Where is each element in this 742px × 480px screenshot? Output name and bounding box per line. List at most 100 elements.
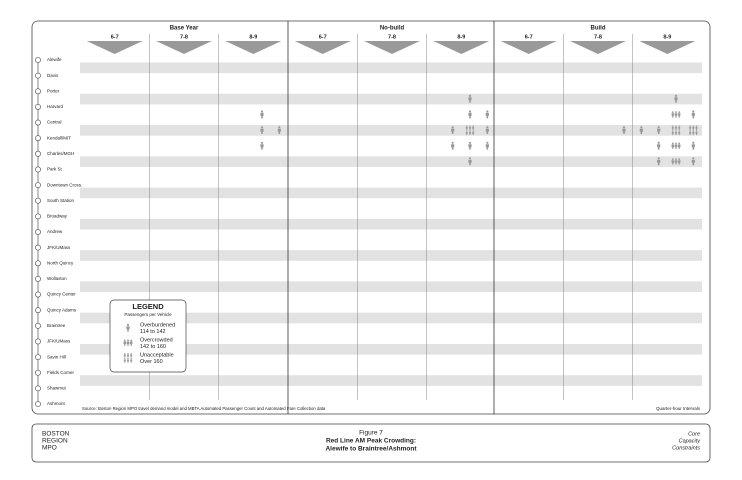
row-band: [80, 187, 702, 199]
station-dot: [35, 401, 41, 407]
figure-title: Red Line AM Peak Crowding:: [326, 438, 416, 445]
person-body: [472, 126, 475, 131]
station-label: Wollaston: [47, 276, 67, 281]
org-name: REGION: [42, 438, 68, 445]
person-head: [127, 339, 129, 342]
person-head: [486, 141, 489, 144]
crowding-icon: [485, 126, 489, 134]
hour-arrow: [500, 41, 557, 54]
legend-icon: [123, 353, 133, 363]
person-head: [469, 125, 471, 127]
figure-tag: Core: [688, 431, 700, 437]
person-body: [277, 128, 281, 134]
person-body: [485, 128, 489, 134]
person-head: [124, 353, 126, 355]
person-body: [123, 354, 126, 358]
person-head: [692, 130, 694, 132]
figure-tag: Capacity: [679, 438, 702, 444]
person-head: [466, 125, 468, 127]
station-label: Shawmut: [47, 386, 67, 391]
person-body: [465, 131, 468, 136]
person-body: [469, 131, 471, 136]
legend-box: [109, 299, 187, 373]
station-dot: [35, 229, 41, 235]
person-head: [675, 142, 677, 145]
station-label: Porter: [47, 88, 60, 93]
station-dot: [35, 166, 41, 173]
person-head: [451, 141, 454, 144]
person-body: [468, 144, 472, 150]
station-label: Braintree: [47, 323, 66, 328]
person-head: [124, 358, 126, 360]
person-body: [674, 113, 678, 118]
station-dot: [35, 276, 41, 282]
station-dot: [35, 88, 41, 95]
layer: Base Year 6-7 7-8 8-9 No-build 6-7 7-8 8-9 Build…: [35, 21, 702, 453]
crowding-icon: [468, 157, 472, 166]
crowding-icon: [657, 157, 661, 166]
person-body: [692, 131, 695, 136]
hour-label: 6-7: [525, 34, 533, 40]
station-dot: [35, 260, 41, 267]
person-body: [657, 144, 661, 150]
crowding-icon: [657, 126, 661, 134]
person-head: [657, 157, 660, 160]
person-body: [130, 359, 133, 363]
hour-label: 6-7: [111, 34, 119, 40]
crowding-icon: [671, 142, 681, 149]
crowding-icon: [468, 110, 472, 119]
person-head: [123, 339, 126, 342]
station-dot: [35, 369, 41, 376]
hour-label: 7-8: [594, 34, 602, 40]
row-band: [80, 218, 702, 230]
station-dot: [35, 385, 41, 392]
interval-note: Quarter-hour Intervals: [656, 406, 701, 411]
legend-label: Overburdened: [140, 322, 175, 328]
figure-title: Alewife to Braintree/Ashmont: [325, 446, 417, 453]
station-dot: [35, 213, 41, 220]
crowding-icon: [671, 111, 681, 118]
person-head: [472, 125, 474, 127]
legend-icon: [126, 323, 130, 332]
station-dot: [35, 135, 41, 142]
station-dot: [35, 104, 41, 110]
person-body: [260, 112, 264, 119]
station-label: North Quincy: [47, 260, 74, 265]
legend-label: Unacceptable: [140, 352, 174, 358]
person-head: [671, 158, 674, 160]
station-label: Alewife: [47, 57, 62, 62]
person-head: [278, 126, 281, 129]
station-label: Broadway: [47, 214, 68, 219]
station-dot: [35, 197, 41, 204]
crowding-icon: [671, 158, 681, 165]
station-label: Quincy Adams: [47, 307, 77, 312]
station-label: Davis: [47, 73, 59, 78]
crowding-icon: [260, 141, 264, 150]
crowding-icon: [689, 125, 698, 136]
person-head: [657, 126, 660, 129]
person-body: [677, 113, 681, 118]
station-dot: [35, 119, 41, 126]
person-head: [692, 157, 695, 160]
org-name: MPO: [42, 445, 57, 452]
person-body: [675, 131, 677, 136]
person-head: [451, 126, 454, 129]
footer-panel: [31, 423, 711, 463]
person-body: [689, 131, 692, 136]
hour-arrow: [639, 41, 696, 54]
crowding-icon: [260, 126, 264, 134]
source-note: Source: Boston Region MPO travel demand …: [82, 406, 326, 411]
crowding-icon: [674, 94, 678, 103]
person-head: [678, 142, 681, 145]
person-head: [486, 110, 489, 113]
person-body: [671, 144, 675, 149]
station-label: Park St: [47, 167, 63, 172]
row-band: [80, 281, 702, 293]
person-body: [123, 341, 127, 346]
crowding-icon: [622, 126, 626, 134]
legend-label: Overcrowded: [140, 337, 173, 343]
hour-label: 8-9: [249, 34, 257, 40]
legend-range: 114 to 142: [140, 329, 166, 335]
person-head: [675, 111, 677, 114]
person-body: [465, 126, 468, 131]
